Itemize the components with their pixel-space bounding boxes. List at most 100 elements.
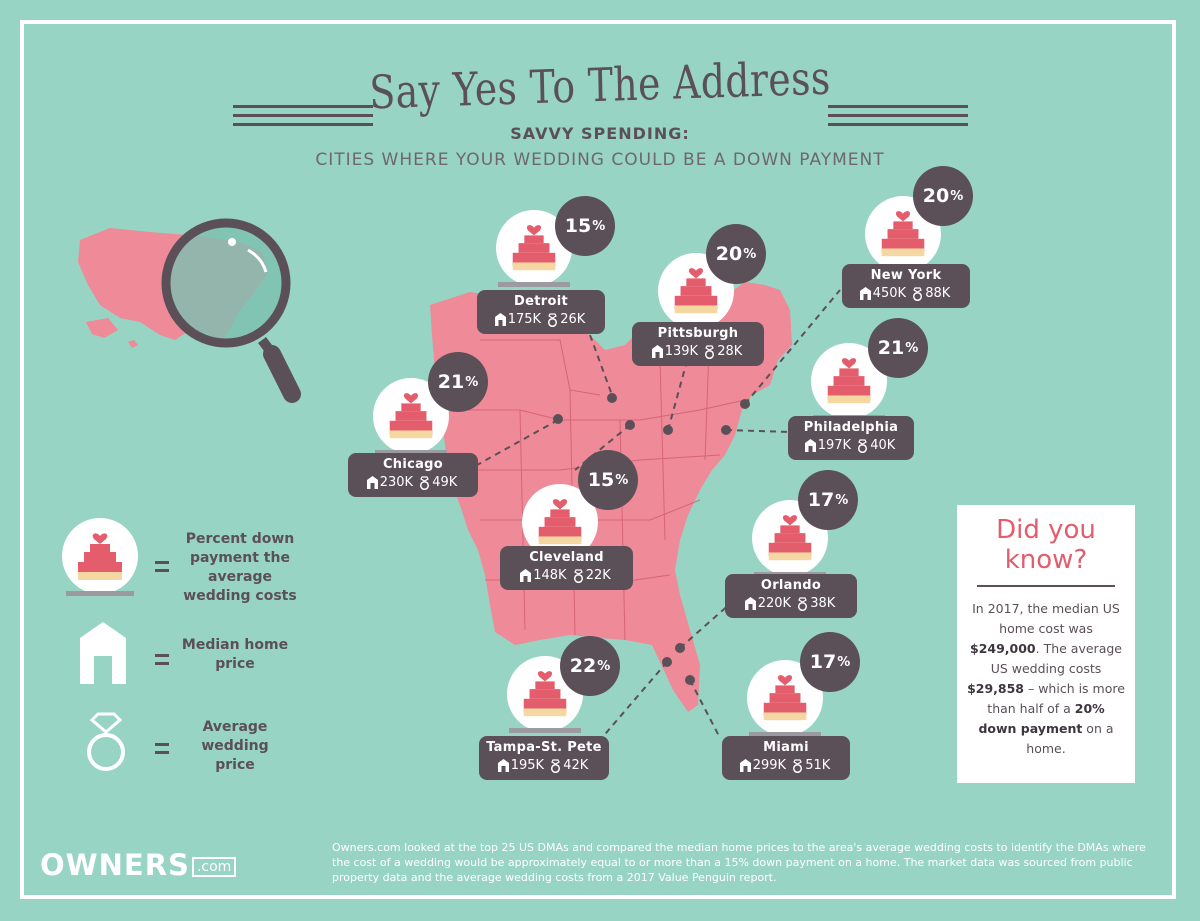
house-icon xyxy=(744,597,756,610)
percent-value: 15 xyxy=(587,469,615,491)
ring-icon xyxy=(551,758,561,773)
ring-icon xyxy=(420,475,430,490)
wedding-price: 51K xyxy=(805,758,831,773)
cake-icon xyxy=(768,515,812,561)
house-icon xyxy=(739,759,751,772)
home-price: 197K xyxy=(817,438,852,453)
dyk-text-2: . The average US wedding costs xyxy=(990,641,1122,676)
house-icon xyxy=(366,476,378,489)
percent-value: 17 xyxy=(809,651,837,673)
wedding-price: 40K xyxy=(870,438,896,453)
cake-icon xyxy=(881,211,925,257)
wedding-price: 42K xyxy=(563,758,589,773)
did-you-know-rule xyxy=(977,585,1115,587)
house-icon xyxy=(859,287,871,300)
wedding-price: 49K xyxy=(432,475,458,490)
did-you-know-heading: Did you know? xyxy=(996,515,1096,575)
legend-ring-label: Average wedding price xyxy=(201,719,269,773)
percent-badge: 21% xyxy=(428,352,488,412)
percent-badge: 20% xyxy=(706,224,766,284)
cake-icon xyxy=(674,268,718,314)
cake-stand xyxy=(509,728,581,733)
percent-value: 20 xyxy=(922,185,950,207)
house-icon xyxy=(80,622,126,684)
city-label: Philadelphia 197K 40K xyxy=(788,416,914,460)
percent-value: 22 xyxy=(569,655,597,677)
city-name: Miami xyxy=(763,740,809,755)
equals-sign xyxy=(155,561,169,577)
city-values: 220K 38K xyxy=(725,593,857,611)
city-label: Pittsburgh 139K 28K xyxy=(632,322,764,366)
cake-stand xyxy=(498,282,570,287)
did-you-know-body: In 2017, the median US home cost was $24… xyxy=(967,599,1125,759)
title-rule-right xyxy=(828,105,968,132)
ring-icon xyxy=(913,286,923,301)
percent-badge: 21% xyxy=(868,318,928,378)
percent-sign: % xyxy=(597,658,611,674)
wedding-price: 26K xyxy=(560,312,586,327)
home-price: 175K xyxy=(507,312,542,327)
percent-badge: 20% xyxy=(913,166,973,226)
did-you-know-box: Did you know? In 2017, the median US hom… xyxy=(957,505,1135,783)
subtitle: SAVVY SPENDING: xyxy=(510,124,690,143)
ring-icon xyxy=(858,438,868,453)
cake-icon xyxy=(78,533,122,580)
city-values: 139K 28K xyxy=(632,341,764,359)
alaska-mini xyxy=(86,318,118,338)
city-name: New York xyxy=(870,268,942,283)
magnifier-icon xyxy=(161,218,301,403)
ring-icon xyxy=(573,568,583,583)
ring-icon xyxy=(87,712,125,771)
ring-icon xyxy=(793,758,803,773)
percent-sign: % xyxy=(743,246,757,262)
city-name: Philadelphia xyxy=(803,420,899,435)
brand-name: OWNERS xyxy=(40,848,190,882)
home-price: 195K xyxy=(510,758,545,773)
wedding-price: 38K xyxy=(810,596,836,611)
cake-stand xyxy=(749,732,821,737)
dyk-text-4: on a home. xyxy=(1026,721,1114,756)
home-price: 220K xyxy=(757,596,792,611)
hawaii-mini xyxy=(128,340,138,348)
equals-sign xyxy=(155,654,169,670)
cake-icon xyxy=(538,499,582,545)
city-label: Orlando 220K 38K xyxy=(725,574,857,618)
city-name: Detroit xyxy=(514,294,568,309)
wedding-price: 22K xyxy=(585,568,611,583)
house-icon xyxy=(494,313,506,326)
dyk-down-payment: 20% down payment xyxy=(978,701,1105,736)
wedding-price: 28K xyxy=(717,344,743,359)
cake-icon xyxy=(827,358,871,404)
city-label: Miami 299K 51K xyxy=(722,736,850,780)
city-name: Tampa-St. Pete xyxy=(486,740,602,755)
percent-sign: % xyxy=(950,188,964,204)
city-name: Chicago xyxy=(382,457,444,472)
city-values: 450K 88K xyxy=(842,283,970,301)
percent-sign: % xyxy=(615,472,629,488)
percent-badge: 15% xyxy=(578,450,638,510)
percent-sign: % xyxy=(465,374,479,390)
percent-sign: % xyxy=(835,492,849,508)
legend-cake-base xyxy=(66,591,134,596)
dyk-wedding-cost: $29,858 xyxy=(967,681,1024,696)
percent-sign: % xyxy=(837,654,851,670)
city-label: Cleveland 148K 22K xyxy=(500,546,633,590)
cake-icon xyxy=(512,225,556,271)
city-values: 299K 51K xyxy=(722,755,850,773)
dyk-text-1: In 2017, the median US home cost was xyxy=(972,601,1120,636)
home-price: 148K xyxy=(533,568,567,583)
city-values: 195K 42K xyxy=(479,755,609,773)
title-rule-left xyxy=(233,105,373,132)
page-frame xyxy=(20,20,1176,899)
ring-icon xyxy=(705,344,715,359)
percent-value: 17 xyxy=(807,489,835,511)
city-values: 230K 49K xyxy=(348,472,478,490)
home-price: 139K xyxy=(664,344,699,359)
brand-suffix: .com xyxy=(191,857,237,877)
cake-icon xyxy=(763,675,807,721)
percent-value: 21 xyxy=(437,371,465,393)
house-icon xyxy=(651,345,663,358)
cake-stand xyxy=(375,450,447,455)
ring-icon xyxy=(798,596,808,611)
home-price: 230K xyxy=(379,475,414,490)
